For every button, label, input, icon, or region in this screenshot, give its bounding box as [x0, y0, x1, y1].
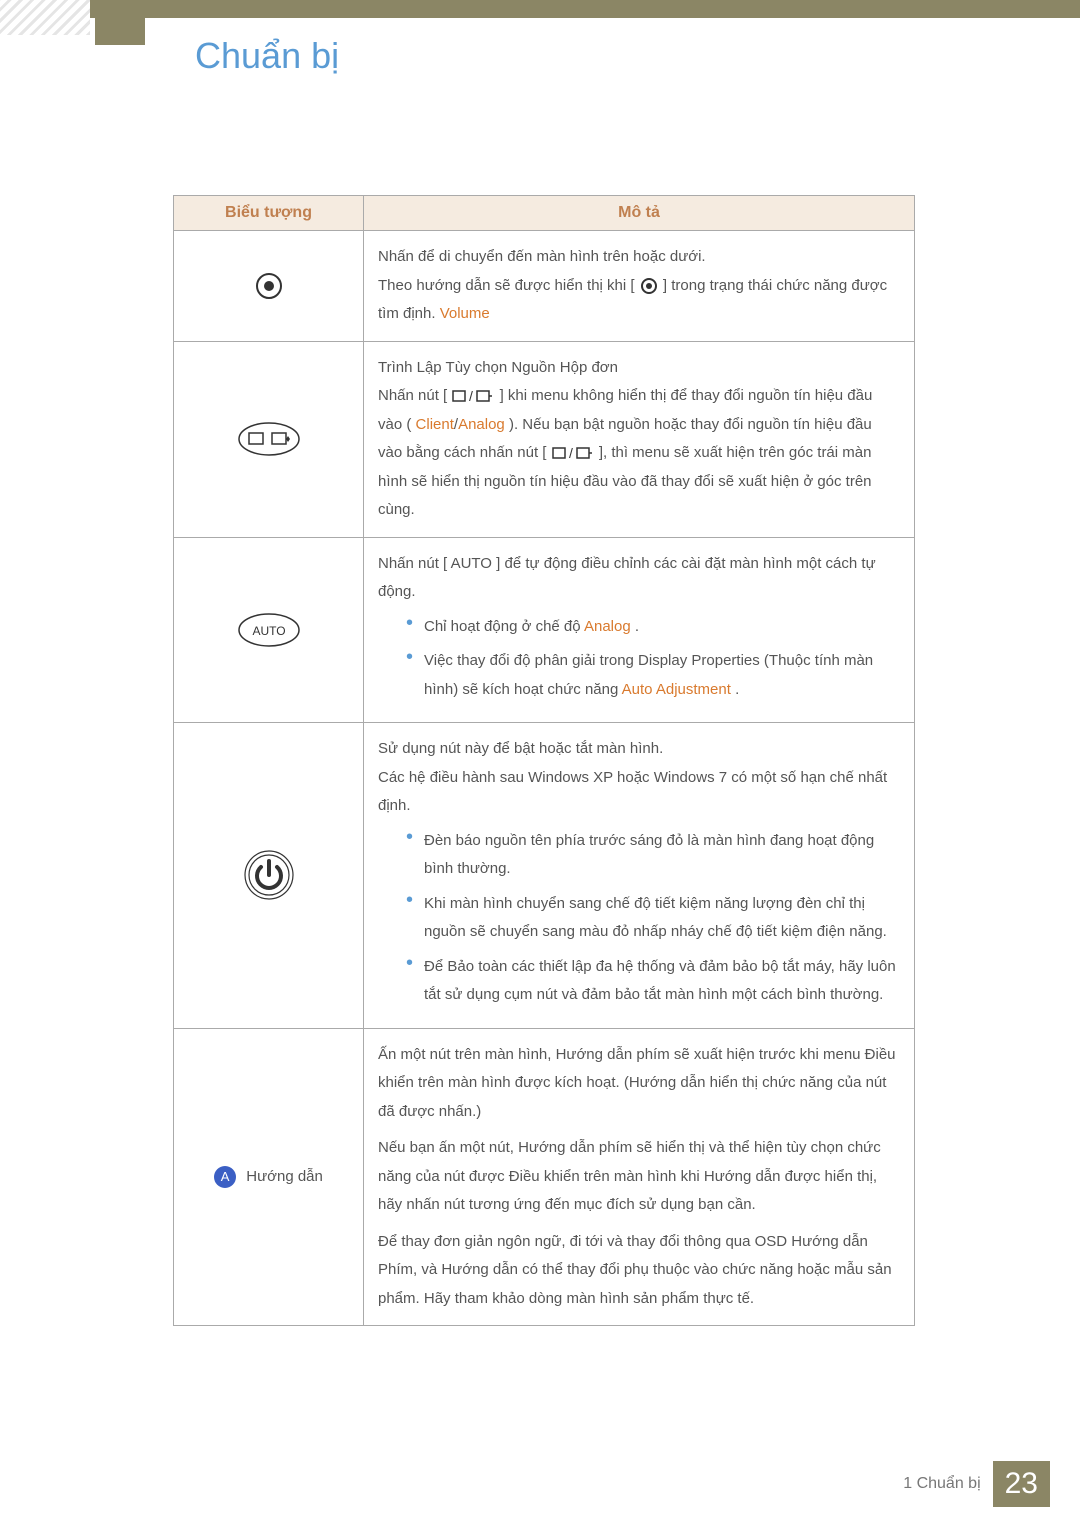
page-number: 23 [993, 1461, 1050, 1507]
power-icon [241, 847, 297, 903]
table-row: Nhấn để di chuyển đến màn hình trên hoặc… [174, 231, 915, 342]
volume-link: Volume [440, 305, 490, 322]
desc-cell: Trình Lập Tùy chọn Nguồn Hộp đơn Nhấn nú… [364, 341, 915, 537]
svg-text:AUTO: AUTO [252, 624, 285, 638]
table-row: Trình Lập Tùy chọn Nguồn Hộp đơn Nhấn nú… [174, 341, 915, 537]
icon-cell [174, 723, 364, 1029]
table-row: AUTO Nhấn nút [ AUTO ] để tự động điều c… [174, 537, 915, 723]
page-footer: 1 Chuẩn bị 23 [903, 1461, 1050, 1507]
page-title: Chuẩn bị [195, 35, 339, 77]
list-item: Đèn báo nguồn tên phía trước sáng đỏ là … [406, 827, 900, 884]
row4-line1: Sử dụng nút này để bật hoặc tắt màn hình… [378, 735, 900, 764]
row3-line1: Nhấn nút [ AUTO ] để tự động điều chỉnh … [378, 550, 900, 607]
corner-tab [95, 0, 145, 45]
row5-line2: Nếu bạn ấn một nút, Hướng dẫn phím sẽ hi… [378, 1134, 900, 1220]
col-header-desc: Mô tả [364, 196, 915, 231]
desc-cell: Nhấn để di chuyển đến màn hình trên hoặc… [364, 231, 915, 342]
row4-bullets: Đèn báo nguồn tên phía trước sáng đỏ là … [378, 827, 900, 1010]
row2-line1: Trình Lập Tùy chọn Nguồn Hộp đơn [378, 354, 900, 383]
footer-label: 1 Chuẩn bị [903, 1475, 980, 1493]
jog-inline-icon [639, 276, 659, 296]
auto-icon: AUTO [236, 611, 302, 649]
icon-cell: AUTO [174, 537, 364, 723]
table-row: A Hướng dẫn Ấn một nút trên màn hình, Hư… [174, 1028, 915, 1326]
icon-cell [174, 231, 364, 342]
desc-cell: Ấn một nút trên màn hình, Hướng dẫn phím… [364, 1028, 915, 1326]
list-item: Chỉ hoạt động ở chế độ Analog . [406, 613, 900, 642]
icon-cell [174, 341, 364, 537]
row2-line2: Nhấn nút [ / ] khi menu không hiển thị đ… [378, 382, 900, 525]
desc-cell: Nhấn nút [ AUTO ] để tự động điều chỉnh … [364, 537, 915, 723]
content-table: Biểu tượng Mô tả Nhấn để di chuyển đến m… [173, 195, 915, 1326]
row5-line3: Để thay đơn giản ngôn ngữ, đi tới và tha… [378, 1228, 900, 1314]
row3-bullets: Chỉ hoạt động ở chế độ Analog . Việc tha… [378, 613, 900, 705]
source-inline-icon-1: / [451, 387, 495, 405]
svg-text:/: / [569, 445, 573, 461]
col-header-icon: Biểu tượng [174, 196, 364, 231]
top-color-band [0, 0, 1080, 18]
analog-link-2: Analog [584, 618, 631, 635]
list-item: Khi màn hình chuyển sang chế độ tiết kiệ… [406, 890, 900, 947]
corner-stripes [0, 0, 90, 35]
svg-text:/: / [469, 388, 473, 404]
source-icon [234, 419, 304, 459]
analog-link: Analog [458, 416, 505, 433]
jog-icon [252, 269, 286, 303]
row1-line2: Theo hướng dẫn sẽ được hiển thị khi [ ] … [378, 272, 900, 329]
client-link: Client [416, 416, 454, 433]
desc-cell: Sử dụng nút này để bật hoặc tắt màn hình… [364, 723, 915, 1029]
list-item: Để Bảo toàn các thiết lập đa hệ thống và… [406, 953, 900, 1010]
row5-line1: Ấn một nút trên màn hình, Hướng dẫn phím… [378, 1041, 900, 1127]
table-row: Sử dụng nút này để bật hoặc tắt màn hình… [174, 723, 915, 1029]
row1-line1: Nhấn để di chuyển đến màn hình trên hoặc… [378, 243, 900, 272]
source-inline-icon-2: / [551, 444, 595, 462]
icon-cell: A Hướng dẫn [174, 1028, 364, 1326]
list-item: Việc thay đổi độ phân giải trong Display… [406, 647, 900, 704]
guide-label: Hướng dẫn [246, 1168, 323, 1185]
row4-line2: Các hệ điều hành sau Windows XP hoặc Win… [378, 764, 900, 821]
auto-adjustment-link: Auto Adjustment [622, 681, 731, 698]
guide-badge: A [214, 1166, 236, 1188]
